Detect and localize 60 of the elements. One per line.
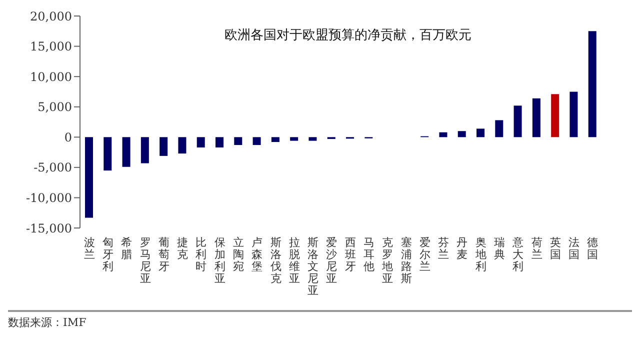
y-tick-label: 0 — [64, 130, 72, 144]
bar — [476, 128, 484, 138]
x-tick-label: 比利时 — [196, 236, 207, 273]
bar — [234, 137, 242, 146]
bar — [551, 94, 560, 138]
bar — [271, 137, 280, 142]
y-tick-label: -10,000 — [26, 190, 72, 205]
bar — [439, 132, 448, 138]
x-tick-label: 英国 — [550, 236, 561, 261]
x-tick-label: 爱沙尼亚 — [326, 236, 338, 285]
x-tick-label: 法国 — [568, 236, 580, 261]
bar — [495, 120, 504, 138]
bar — [458, 131, 466, 138]
x-tick-label: 罗马尼亚 — [140, 236, 151, 285]
y-tick-label: 15,000 — [30, 40, 72, 54]
bar — [514, 106, 522, 138]
x-tick-label: 保加利亚 — [214, 236, 226, 285]
bar — [140, 137, 149, 164]
bar — [104, 137, 112, 170]
bar — [252, 137, 261, 146]
x-tick-label: 德国 — [587, 236, 598, 261]
x-tick-label: 葡萄牙 — [158, 236, 170, 273]
bar — [532, 98, 540, 138]
x-tick-label: 意大利 — [512, 236, 524, 273]
y-tick-label: 5,000 — [38, 100, 72, 114]
source-note: 数据来源：IMF — [8, 312, 632, 330]
x-tick-label: 马耳他 — [363, 236, 374, 273]
y-tick-label: 20,000 — [30, 9, 72, 24]
y-tick-label: 10,000 — [30, 70, 72, 84]
x-tick-label: 西班牙 — [344, 236, 356, 273]
x-tick-label: 拉脱维亚 — [288, 236, 300, 285]
x-tick-label: 立陶宛 — [232, 236, 244, 273]
bar — [588, 31, 596, 138]
x-tick-label: 奥地利 — [474, 236, 486, 273]
bar — [216, 137, 224, 148]
bar — [308, 137, 317, 141]
text: 欧洲各国对于欧盟预算的净贡献，百万欧元 — [224, 27, 472, 44]
bar — [160, 137, 168, 156]
bar — [85, 137, 93, 218]
x-tick-label: 波兰 — [84, 236, 95, 261]
x-tick-label: 匈牙利 — [102, 236, 114, 273]
x-tick-label: 荷兰 — [531, 236, 542, 261]
bar — [178, 137, 186, 154]
x-tick-label: 克罗地亚 — [381, 236, 394, 285]
y-tick-label: -15,000 — [26, 221, 72, 236]
x-tick-label: 瑞典 — [494, 236, 505, 261]
x-tick-label: 斯洛文尼亚 — [308, 236, 319, 297]
y-tick-label: -5,000 — [34, 160, 72, 175]
bar — [570, 92, 578, 138]
bar — [290, 137, 298, 141]
x-tick-label: 丹麦 — [456, 236, 468, 261]
bar — [196, 137, 205, 148]
x-tick-label: 卢森堡 — [252, 236, 263, 273]
x-tick-label: 爱尔兰 — [419, 236, 430, 273]
x-tick-label: 芬兰 — [438, 236, 450, 261]
x-tick-label: 希腊 — [121, 236, 132, 261]
x-tick-label: 捷克 — [177, 236, 188, 261]
x-tick-label: 斯洛伐克 — [270, 236, 282, 285]
bar — [122, 137, 130, 167]
x-tick-label: 塞浦路斯 — [400, 236, 412, 285]
